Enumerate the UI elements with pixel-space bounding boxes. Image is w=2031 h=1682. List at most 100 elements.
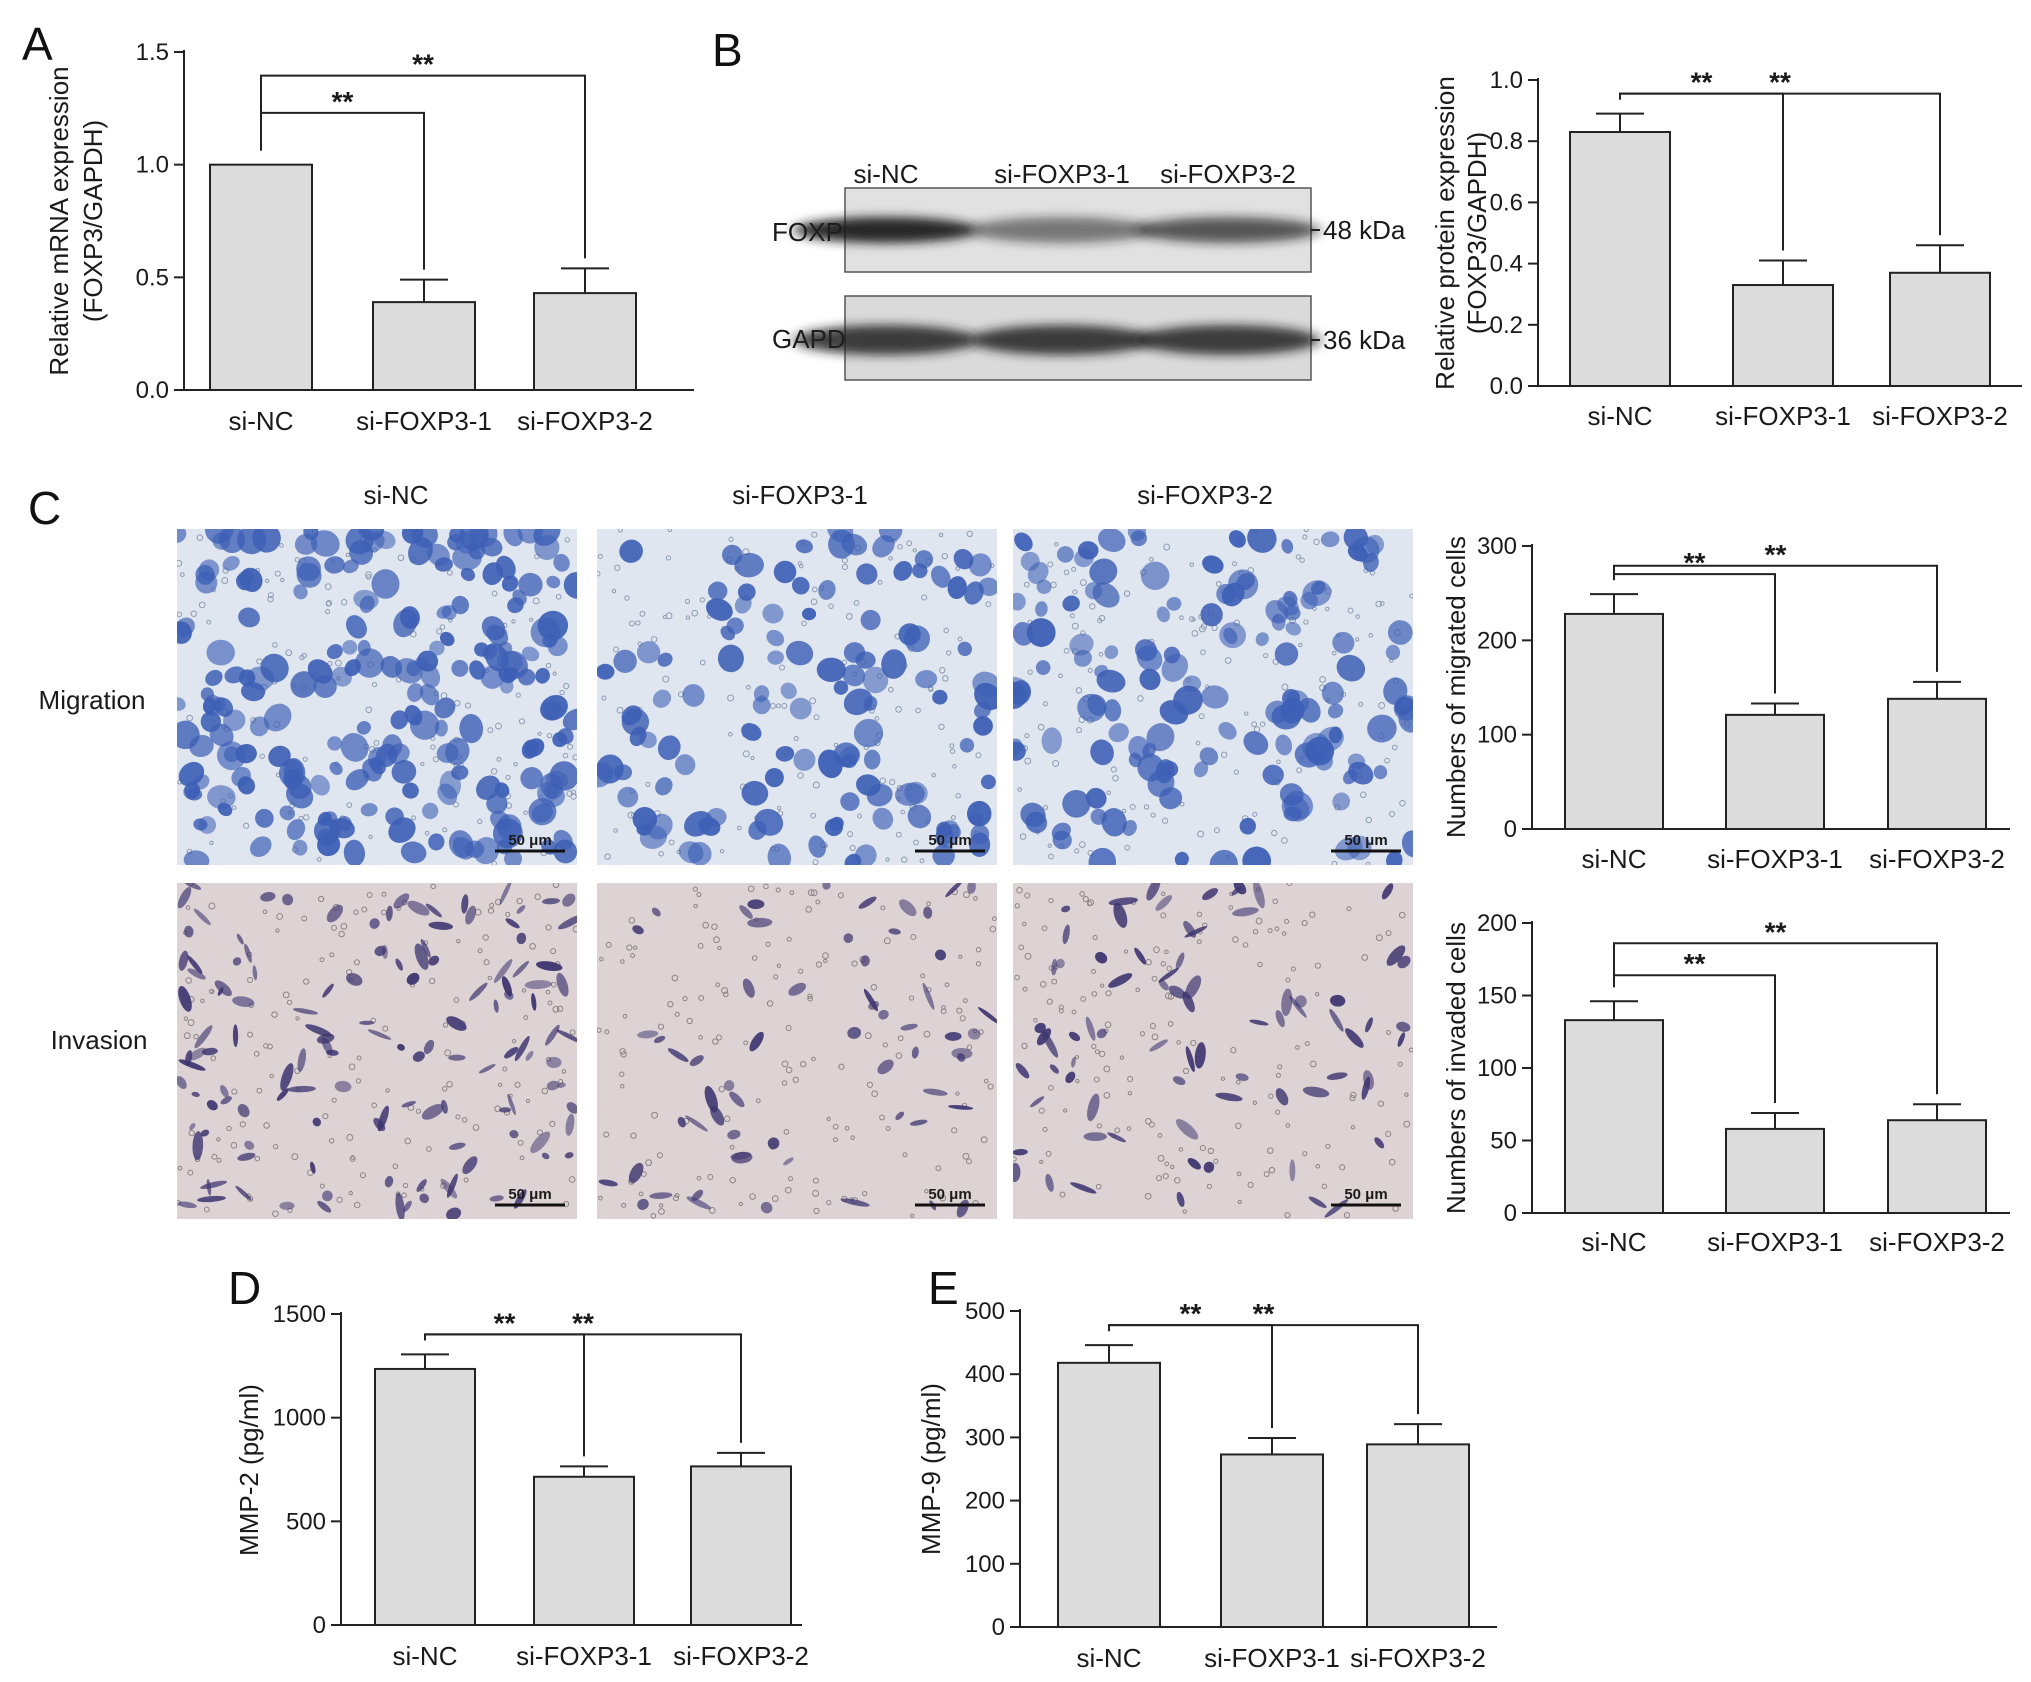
scale-bar-label-0-2: 50 μm bbox=[1344, 832, 1387, 849]
bar-c-invasion-0 bbox=[1564, 1019, 1664, 1215]
micrograph-invasion-0: 50 μm bbox=[177, 883, 577, 1219]
micrograph-background-1-2 bbox=[1013, 883, 1413, 1219]
bar-c-invasion-1 bbox=[1725, 1127, 1825, 1215]
significance-label-c-invasion-0: ** bbox=[1684, 948, 1706, 979]
significance-label-b-0: ** bbox=[1691, 67, 1713, 98]
blot-band-foxp3-2 bbox=[1136, 217, 1320, 243]
micrograph-migration-0: 50 μm bbox=[177, 529, 577, 865]
significance-bracket-b-1 bbox=[1619, 92, 1941, 236]
micrograph-migration-2: 50 μm bbox=[1013, 529, 1413, 865]
y-tick-label-b-0: 0.0 bbox=[1490, 373, 1523, 400]
y-tick-label-c-invasion-0: 0 bbox=[1504, 1200, 1517, 1227]
y-tick-label-d-1: 500 bbox=[286, 1508, 326, 1535]
x-tick-label-e-1: si-FOXP3-1 bbox=[1204, 1643, 1340, 1673]
micrograph-cells-1-2 bbox=[1013, 883, 1413, 1219]
blot-band-foxp3-1 bbox=[970, 217, 1154, 243]
blot-band-gapdh-1 bbox=[970, 325, 1154, 355]
y-tick-label-b-2: 0.4 bbox=[1490, 251, 1523, 278]
scale-bar-label-0-1: 50 μm bbox=[928, 832, 971, 849]
y-axis-label-a-1: (FOXP3/GAPDH) bbox=[78, 120, 108, 322]
x-tick-label-c-migration-0: si-NC bbox=[1582, 844, 1647, 874]
micrograph-background-1-1 bbox=[597, 883, 997, 1219]
x-tick-label-b-0: si-NC bbox=[1588, 401, 1653, 431]
x-tick-label-a-0: si-NC bbox=[229, 406, 294, 436]
micrograph-invasion-1: 50 μm bbox=[597, 883, 997, 1219]
x-tick-label-d-1: si-FOXP3-1 bbox=[516, 1641, 652, 1671]
x-tick-label-e-0: si-NC bbox=[1077, 1643, 1142, 1673]
significance-label-e-1: ** bbox=[1253, 1298, 1275, 1329]
micro-col-label-2: si-FOXP3-2 bbox=[1137, 480, 1273, 510]
y-tick-label-a-2: 1.0 bbox=[136, 152, 169, 179]
y-tick-label-e-2: 200 bbox=[965, 1488, 1005, 1515]
bar-a-0 bbox=[209, 163, 313, 391]
panel-letter-a: A bbox=[22, 18, 53, 70]
y-axis-label-c-invasion-0: Numbers of invaded cells bbox=[1441, 922, 1471, 1214]
y-tick-label-c-invasion-1: 50 bbox=[1490, 1128, 1517, 1155]
significance-bracket-c-migration-1 bbox=[1613, 564, 1938, 672]
bar-a-1 bbox=[372, 301, 476, 391]
bar-e-0 bbox=[1057, 1361, 1161, 1628]
y-tick-label-e-5: 500 bbox=[965, 1298, 1005, 1325]
x-tick-label-d-0: si-NC bbox=[393, 1641, 458, 1671]
x-tick-label-b-2: si-FOXP3-2 bbox=[1872, 401, 2008, 431]
scale-bar-label-1-0: 50 μm bbox=[508, 1186, 551, 1203]
bar-e-1 bbox=[1220, 1453, 1324, 1628]
bar-b-1 bbox=[1732, 284, 1834, 387]
y-axis-label-b-0: Relative protein expression bbox=[1430, 76, 1460, 390]
y-tick-label-b-3: 0.6 bbox=[1490, 189, 1523, 216]
chart-a: 0.0 0.5 1.0 1.5 Relative mRNA expression (FOX… bbox=[44, 39, 694, 436]
transwell-micrographs: si-NC si-FOXP3-1 si-FOXP3-2 Migration In… bbox=[39, 480, 1413, 1219]
scale-bar-label-1-1: 50 μm bbox=[928, 1186, 971, 1203]
y-tick-label-d-2: 1000 bbox=[273, 1405, 326, 1432]
chart-e: 0 100 200 300 400 500 MMP-9 (pg/ml) si-NC si-FOX… bbox=[916, 1298, 1497, 1673]
significance-label-c-invasion-1: ** bbox=[1765, 916, 1787, 947]
micro-row-label-migration: Migration bbox=[39, 685, 146, 715]
y-tick-label-c-migration-1: 100 bbox=[1477, 722, 1517, 749]
bar-c-migration-1 bbox=[1725, 713, 1825, 831]
scale-bar-label-1-2: 50 μm bbox=[1344, 1186, 1387, 1203]
x-tick-label-a-2: si-FOXP3-2 bbox=[517, 406, 653, 436]
significance-label-a-0: ** bbox=[332, 86, 354, 117]
x-tick-label-c-invasion-2: si-FOXP3-2 bbox=[1869, 1227, 2005, 1257]
micrograph-invasion-2: 50 μm bbox=[1013, 883, 1413, 1219]
micro-row-label-invasion: Invasion bbox=[51, 1025, 148, 1055]
x-tick-label-a-1: si-FOXP3-1 bbox=[356, 406, 492, 436]
blot-size-gapdh: 36 kDa bbox=[1323, 325, 1406, 355]
y-tick-label-a-1: 0.5 bbox=[136, 264, 169, 291]
significance-label-d-0: ** bbox=[494, 1307, 516, 1338]
significance-label-c-migration-0: ** bbox=[1684, 547, 1706, 578]
western-blot: si-NC si-FOXP3-1 si-FOXP3-2 FOXP3 GAPDH … bbox=[772, 159, 1406, 381]
y-tick-label-c-migration-0: 0 bbox=[1504, 816, 1517, 843]
bar-d-1 bbox=[533, 1475, 635, 1627]
micrograph-cells-0-0 bbox=[177, 529, 577, 865]
y-tick-label-c-migration-2: 200 bbox=[1477, 627, 1517, 654]
y-tick-label-e-1: 100 bbox=[965, 1551, 1005, 1578]
blot-band-gapdh-0 bbox=[794, 325, 978, 355]
x-tick-label-e-2: si-FOXP3-2 bbox=[1350, 1643, 1486, 1673]
y-axis-label-d-0: MMP-2 (pg/ml) bbox=[234, 1384, 264, 1556]
significance-label-e-0: ** bbox=[1180, 1298, 1202, 1329]
y-tick-label-b-1: 0.2 bbox=[1490, 312, 1523, 339]
blot-size-foxp3: 48 kDa bbox=[1323, 215, 1406, 245]
y-axis-label-b-1: (FOXP3/GAPDH) bbox=[1462, 132, 1492, 334]
y-tick-label-a-3: 1.5 bbox=[136, 39, 169, 66]
y-tick-label-d-0: 0 bbox=[313, 1612, 326, 1639]
micrograph-cells-1-1 bbox=[597, 883, 997, 1219]
y-tick-label-c-invasion-4: 200 bbox=[1477, 910, 1517, 937]
y-tick-label-e-3: 300 bbox=[965, 1424, 1005, 1451]
micro-col-label-1: si-FOXP3-1 bbox=[732, 480, 868, 510]
significance-label-a-1: ** bbox=[412, 49, 434, 80]
blot-band-gapdh-2 bbox=[1136, 325, 1320, 355]
bar-c-migration-2 bbox=[1887, 697, 1987, 830]
panel-letter-d: D bbox=[228, 1262, 261, 1314]
x-tick-label-b-1: si-FOXP3-1 bbox=[1715, 401, 1851, 431]
bar-d-2 bbox=[690, 1465, 792, 1627]
y-tick-label-c-migration-3: 300 bbox=[1477, 533, 1517, 560]
y-tick-label-d-3: 1500 bbox=[273, 1301, 326, 1328]
bar-d-0 bbox=[374, 1367, 476, 1627]
significance-label-c-migration-1: ** bbox=[1765, 539, 1787, 570]
significance-label-b-1: ** bbox=[1769, 67, 1791, 98]
x-tick-label-c-invasion-1: si-FOXP3-1 bbox=[1707, 1227, 1843, 1257]
